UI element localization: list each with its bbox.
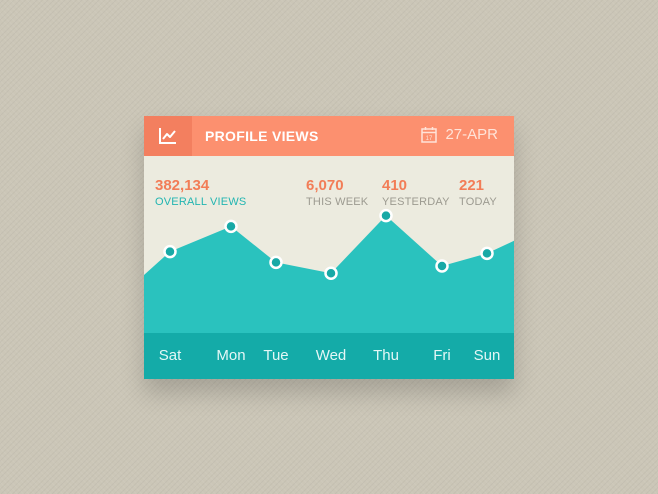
x-tick-thu: Thu	[373, 347, 399, 364]
stat-overall: 382,134 OVERALL VIEWS	[155, 177, 247, 209]
axis-band	[144, 333, 514, 379]
x-tick-sun: Sun	[473, 347, 501, 364]
x-tick-mon: Mon	[216, 347, 246, 364]
marker-layer	[163, 208, 494, 280]
stat-this-week: 6,070 THIS WEEK	[306, 177, 369, 209]
card-header: PROFILE VIEWS 17 27-APR	[144, 116, 514, 156]
x-tick-wed: Wed	[315, 347, 347, 364]
data-point-tue[interactable]	[269, 255, 283, 270]
data-point-sun[interactable]	[480, 246, 494, 261]
line-chart-icon	[159, 128, 176, 144]
views-chart	[144, 208, 514, 379]
data-point-sat[interactable]	[163, 244, 177, 259]
stat-yesterday-label: YESTERDAY	[382, 196, 450, 208]
stat-overall-value: 382,134	[155, 177, 210, 194]
stat-yesterday: 410 YESTERDAY	[382, 177, 450, 209]
data-point-fri[interactable]	[435, 259, 449, 273]
x-tick-tue: Tue	[263, 347, 289, 364]
stat-this-week-label: THIS WEEK	[306, 196, 369, 208]
stat-overall-label: OVERALL VIEWS	[155, 196, 247, 208]
data-point-mon[interactable]	[224, 219, 238, 234]
header-title: PROFILE VIEWS	[205, 128, 319, 144]
x-tick-fri: Fri	[433, 347, 451, 364]
stat-today-value: 221	[459, 177, 485, 194]
data-point-wed[interactable]	[324, 266, 338, 280]
stat-this-week-value: 6,070	[306, 177, 344, 194]
chart-icon-box[interactable]	[144, 116, 192, 156]
stat-yesterday-value: 410	[382, 177, 408, 194]
calendar-icon: 17	[421, 127, 438, 143]
calendar-day: 17	[426, 136, 433, 142]
data-point-thu[interactable]	[379, 208, 393, 223]
header-date: 27-APR	[445, 126, 498, 143]
date-display[interactable]: 17 27-APR	[421, 126, 498, 143]
x-tick-sat: Sat	[158, 347, 182, 364]
stat-today: 221 TODAY	[459, 177, 497, 209]
profile-views-card: PROFILE VIEWS 17 27-APR 382,134 OVERALL …	[144, 116, 514, 379]
stat-today-label: TODAY	[459, 196, 497, 208]
